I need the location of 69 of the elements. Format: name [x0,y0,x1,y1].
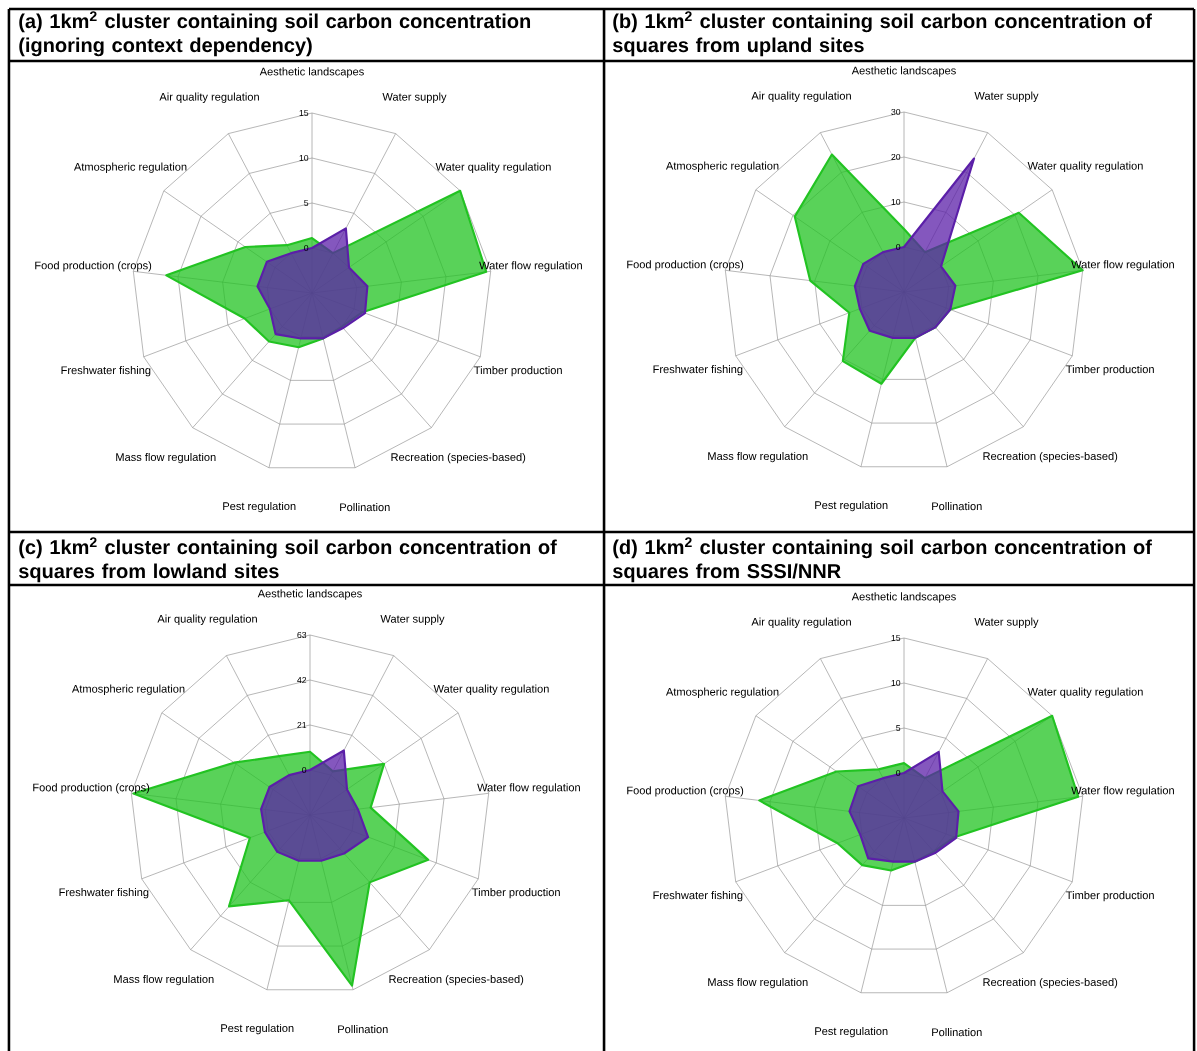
y-tick-label: 10 [299,154,309,162]
spoke-label: Pest regulation [221,1023,294,1035]
spoke-label: Air quality regulation [751,617,851,628]
spoke-label: Aesthetic landscapes [851,66,956,77]
spoke-label: Pollination [338,1025,388,1034]
spoke-label: Water supply [380,614,445,625]
spoke-label: Pest regulation [223,501,296,513]
spoke-label: Food production (crops) [35,261,152,272]
y-tick-label: 42 [297,676,307,684]
spoke-label: Mass flow regulation [708,451,808,463]
y-tick-label: 20 [891,153,901,161]
y-tick-label: 0 [304,244,309,252]
y-tick-label: 15 [299,109,309,117]
spoke-label: Aesthetic landscapes [851,592,956,603]
spoke-label: Food production (crops) [33,783,150,794]
spoke-label: Recreation (species-based) [389,974,524,986]
spoke-label: Water supply [974,617,1039,628]
spoke-label: Air quality regulation [157,614,257,625]
y-tick-label: 5 [304,199,309,207]
y-tick-label: 5 [896,724,901,732]
y-tick-label: 30 [891,108,901,116]
spoke-label: Water quality regulation [1027,687,1143,698]
spoke-label: Recreation (species-based) [983,451,1118,463]
spoke-label: Freshwater fishing [653,891,743,902]
y-tick-label: 15 [891,634,901,642]
spoke-label: Mass flow regulation [116,452,216,464]
y-tick-label: 10 [891,679,901,687]
spoke-label: Timber production [1066,891,1154,902]
spoke-label: Air quality regulation [751,91,851,102]
y-tick-label: 21 [297,721,307,729]
spoke-label: Mass flow regulation [708,977,808,989]
spoke-label: Recreation (species-based) [391,452,526,464]
spoke-label: Aesthetic landscapes [259,67,364,78]
spoke-label: Pollination [932,1028,982,1037]
spoke-label: Freshwater fishing [653,365,743,376]
spoke-label: Atmospheric regulation [73,162,187,173]
y-tick-label: 63 [297,631,307,639]
spoke-label: Freshwater fishing [59,888,149,899]
spoke-label: Water supply [974,91,1039,102]
spoke-label: Water quality regulation [433,684,549,695]
y-tick-label: 10 [891,198,901,206]
chart-title: (a) 1km$^{2}$ cluster containing soil carbon concentration (ignoring context dependency) [19,11,531,57]
spoke-label: Atmospheric regulation [665,161,779,172]
y-tick-label: 0 [302,766,307,774]
spoke-label: Pest regulation [815,1026,888,1038]
y-tick-label: 0 [896,243,901,251]
spoke-label: Timber production [472,888,560,899]
spoke-label: Pollination [340,503,390,512]
y-tick-label: 0 [896,769,901,777]
spoke-label: Timber production [474,366,562,377]
chart-title: (c) 1km$^{2}$ cluster containing soil carbon concentration of squares from lowland sites [18,537,557,583]
spoke-label: Timber production [1066,365,1154,376]
spoke-label: Pest regulation [815,500,888,512]
spoke-label: Food production (crops) [627,786,744,797]
spoke-label: Atmospheric regulation [71,684,185,695]
spoke-label: Food production (crops) [627,260,744,271]
spoke-label: Mass flow regulation [114,974,214,986]
chart-title: (b) 1km$^{2}$ cluster containing soil carbon concentration of squares from upland sites [612,11,1152,57]
spoke-label: Water quality regulation [1027,161,1143,172]
spoke-label: Water flow regulation [477,783,580,794]
spoke-label: Recreation (species-based) [983,977,1118,989]
spoke-label: Air quality regulation [159,92,259,103]
chart-title: (d) 1km$^{2}$ cluster containing soil carbon concentration of squares from SSSI/NNR [612,537,1152,583]
spoke-label: Atmospheric regulation [665,687,779,698]
spoke-label: Water supply [382,92,447,103]
spoke-label: Freshwater fishing [61,366,151,377]
spoke-label: Pollination [932,502,982,511]
spoke-label: Aesthetic landscapes [257,589,362,600]
spoke-label: Water quality regulation [435,162,551,173]
